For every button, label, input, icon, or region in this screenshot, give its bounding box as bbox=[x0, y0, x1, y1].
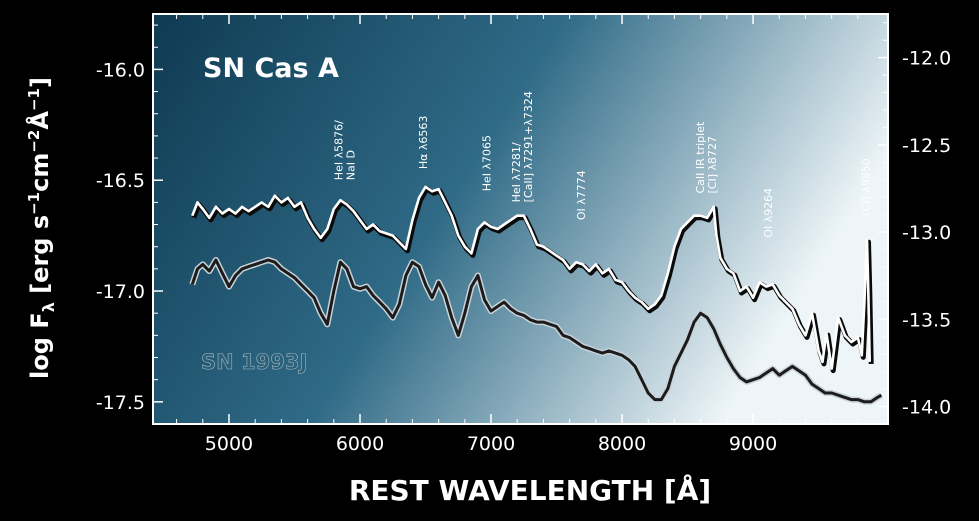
y-axis-title-units-tail: cm bbox=[26, 153, 54, 192]
annotation-label: HeI λ7281/[CaII] λ7291+λ7324 bbox=[510, 91, 535, 202]
annotation-line-1: HeI λ7281/ bbox=[510, 142, 523, 202]
x-tick-label: 7000 bbox=[467, 433, 515, 455]
annotation-label: CaII IR triplet[CI] λ8727 bbox=[694, 121, 719, 193]
annotation-line-2: [CaII] λ7291+λ7324 bbox=[522, 91, 535, 202]
annotation-line-1: [CI] λ9850 bbox=[860, 158, 873, 216]
x-axis-title: REST WAVELENGTH [Å] bbox=[349, 473, 711, 507]
annotation-label: HeI λ7065 bbox=[480, 135, 493, 191]
x-tick-label: 8000 bbox=[598, 433, 646, 455]
series-line-sn-cas-a bbox=[191, 185, 871, 370]
x-tick-label: 6000 bbox=[336, 433, 384, 455]
annotation-line-1: OI λ9264 bbox=[762, 188, 775, 238]
y-axis-title-sub: λ bbox=[39, 302, 58, 312]
annotation-label: OI λ7774 bbox=[575, 170, 588, 220]
chart-title: SN Cas A bbox=[203, 53, 339, 84]
annotation-line-1: HeI λ5876/ bbox=[333, 120, 346, 180]
series-line-sn-1993j bbox=[190, 258, 883, 404]
y-left-tick-label: -17.0 bbox=[96, 281, 145, 303]
y-axis-title-units: [erg s bbox=[26, 215, 54, 294]
y-axis-title: log Fλ [erg s−1cm−2Å−1] bbox=[25, 77, 58, 379]
y-left-tick-label: -17.5 bbox=[96, 392, 145, 414]
annotation-label: OI λ9264 bbox=[762, 188, 775, 238]
annotation-label: Hα λ6563 bbox=[417, 116, 430, 170]
axis-ticks: 5000 6000 7000 8000 9000 -16.0 -16.5 -17.0 -17.5… bbox=[96, 14, 951, 455]
series-group bbox=[189, 185, 883, 405]
x-tick-label: 5000 bbox=[205, 433, 253, 455]
y-right-tick-label: -14.0 bbox=[902, 397, 951, 419]
annotation-line-1: Hα λ6563 bbox=[417, 116, 430, 170]
y-left-tick-label: -16.5 bbox=[96, 170, 145, 192]
y-axis-title-main: log F bbox=[26, 312, 54, 379]
annotation-label: HeI λ5876/NaI D bbox=[333, 120, 358, 180]
annotation-line-1: OI λ7774 bbox=[575, 170, 588, 220]
annotation-line-1: HeI λ7065 bbox=[480, 135, 493, 191]
series-label-sn-1993j: SN 1993J bbox=[201, 350, 307, 374]
y-right-tick-label: -12.5 bbox=[902, 135, 951, 157]
annotation-line-2: NaI D bbox=[345, 150, 358, 180]
annotation-label: [CI] λ9850 bbox=[860, 158, 873, 216]
annotation-line-1: CaII IR triplet bbox=[694, 121, 707, 193]
y-right-tick-label: -13.5 bbox=[902, 309, 951, 331]
x-tick-label: 9000 bbox=[729, 433, 777, 455]
annotation-group: HeI λ5876/NaI D Hα λ6563 HeI λ7065 HeI λ728… bbox=[333, 91, 873, 238]
y-right-tick-label: -13.0 bbox=[902, 222, 951, 244]
y-axis-title-units-end: Å bbox=[25, 111, 54, 130]
y-left-tick-label: -16.0 bbox=[96, 59, 145, 81]
annotation-line-2: [CI] λ8727 bbox=[706, 136, 719, 194]
y-right-tick-label: -12.0 bbox=[902, 48, 951, 70]
